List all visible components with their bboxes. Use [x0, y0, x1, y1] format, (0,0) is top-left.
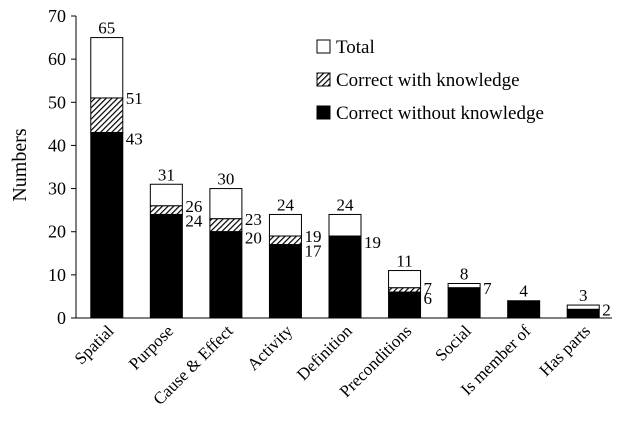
- category-label-purpose: Purpose: [125, 321, 177, 373]
- value-label-without-knowledge-preconditions: 6: [424, 289, 433, 308]
- value-label-total-cause-effect: 30: [217, 170, 234, 189]
- legend-swatch-correct-with-knowledge: [316, 72, 331, 87]
- bar-total-has-parts: [566, 304, 600, 310]
- value-label-without-knowledge-activity: 17: [304, 242, 322, 261]
- y-tick-label: 10: [48, 265, 66, 285]
- value-label-total-activity: 24: [277, 195, 295, 214]
- y-tick-label: 50: [48, 92, 66, 112]
- bar-without-knowledge-has-parts: [566, 308, 600, 319]
- bar-without-knowledge-spatial: [90, 131, 124, 319]
- bar-total-preconditions: [388, 270, 422, 289]
- bar-without-knowledge-activity: [268, 244, 302, 319]
- y-tick-label: 30: [48, 179, 66, 199]
- bar-total-purpose: [149, 183, 183, 207]
- y-tick-label: 0: [57, 308, 66, 328]
- category-label-spatial: Spatial: [71, 321, 118, 368]
- value-label-with-knowledge-spatial: 51: [126, 89, 143, 108]
- bar-with-knowledge-activity: [268, 235, 302, 246]
- y-axis: 0 10 20 30 40 50 60 70: [48, 6, 77, 328]
- bars: [90, 37, 600, 319]
- value-label-total-preconditions: 11: [396, 252, 412, 271]
- y-tick-label: 40: [48, 135, 66, 155]
- legend-item-total: Total: [316, 37, 375, 58]
- value-label-without-knowledge-cause-effect: 20: [245, 229, 262, 248]
- legend-swatch-correct-without-knowledge: [316, 105, 331, 120]
- y-tick-label: 70: [48, 6, 66, 26]
- bar-total-spatial: [90, 37, 124, 99]
- value-label-total-is-member-of: 4: [519, 282, 528, 301]
- value-label-total-spatial: 65: [98, 19, 115, 38]
- bar-without-knowledge-preconditions: [388, 291, 422, 319]
- value-label-total-purpose: 31: [158, 165, 175, 184]
- category-label-activity: Activity: [243, 321, 296, 374]
- value-label-with-knowledge-has-parts: 2: [602, 300, 611, 319]
- legend-label-correct-with-knowledge: Correct with knowledge: [336, 70, 520, 91]
- value-label-with-knowledge-purpose: 26: [185, 197, 202, 216]
- value-label-without-knowledge-definition: 19: [364, 233, 381, 252]
- value-label-without-knowledge-spatial: 43: [126, 129, 143, 148]
- bar-with-knowledge-spatial: [90, 97, 124, 133]
- value-label-total-definition: 24: [337, 195, 355, 214]
- legend-item-correct-with-knowledge: Correct with knowledge: [316, 70, 520, 91]
- bar-without-knowledge-definition: [328, 235, 362, 319]
- value-label-with-knowledge-cause-effect: 23: [245, 210, 262, 229]
- value-label-without-knowledge-purpose: 24: [185, 211, 203, 230]
- value-label-with-knowledge-activity: 19: [304, 227, 321, 246]
- legend-label-total: Total: [336, 37, 375, 58]
- bar-total-activity: [268, 213, 302, 237]
- bar-with-knowledge-purpose: [149, 205, 183, 215]
- category-label-social: Social: [431, 321, 475, 365]
- bar-with-knowledge-preconditions: [388, 287, 422, 293]
- bar-without-knowledge-cause-effect: [209, 231, 243, 319]
- category-label-has-parts: Has parts: [536, 321, 595, 380]
- value-label-total-social: 8: [460, 264, 469, 283]
- y-tick-label: 20: [48, 222, 66, 242]
- bar-with-knowledge-cause-effect: [209, 218, 243, 233]
- bar-without-knowledge-social: [447, 287, 481, 319]
- category-label-definition: Definition: [293, 321, 356, 384]
- bar-without-knowledge-purpose: [149, 213, 183, 319]
- value-label-total-has-parts: 3: [579, 286, 588, 305]
- bar-total-cause-effect: [209, 188, 243, 220]
- bar-total-social: [447, 282, 481, 289]
- bar-total-definition: [328, 213, 362, 237]
- value-label-with-knowledge-preconditions: 7: [424, 279, 433, 298]
- legend-swatch-total: [316, 39, 331, 54]
- legend-item-correct-without-knowledge: Correct without knowledge: [316, 103, 544, 124]
- y-axis-title: Numbers: [9, 128, 31, 202]
- bar-without-knowledge-is-member-of: [507, 300, 541, 319]
- legend: Total Correct with knowledge Correct wit…: [316, 37, 544, 124]
- value-label-with-knowledge-social: 7: [483, 279, 492, 298]
- legend-label-correct-without-knowledge: Correct without knowledge: [336, 103, 544, 124]
- y-tick-label: 60: [48, 49, 66, 69]
